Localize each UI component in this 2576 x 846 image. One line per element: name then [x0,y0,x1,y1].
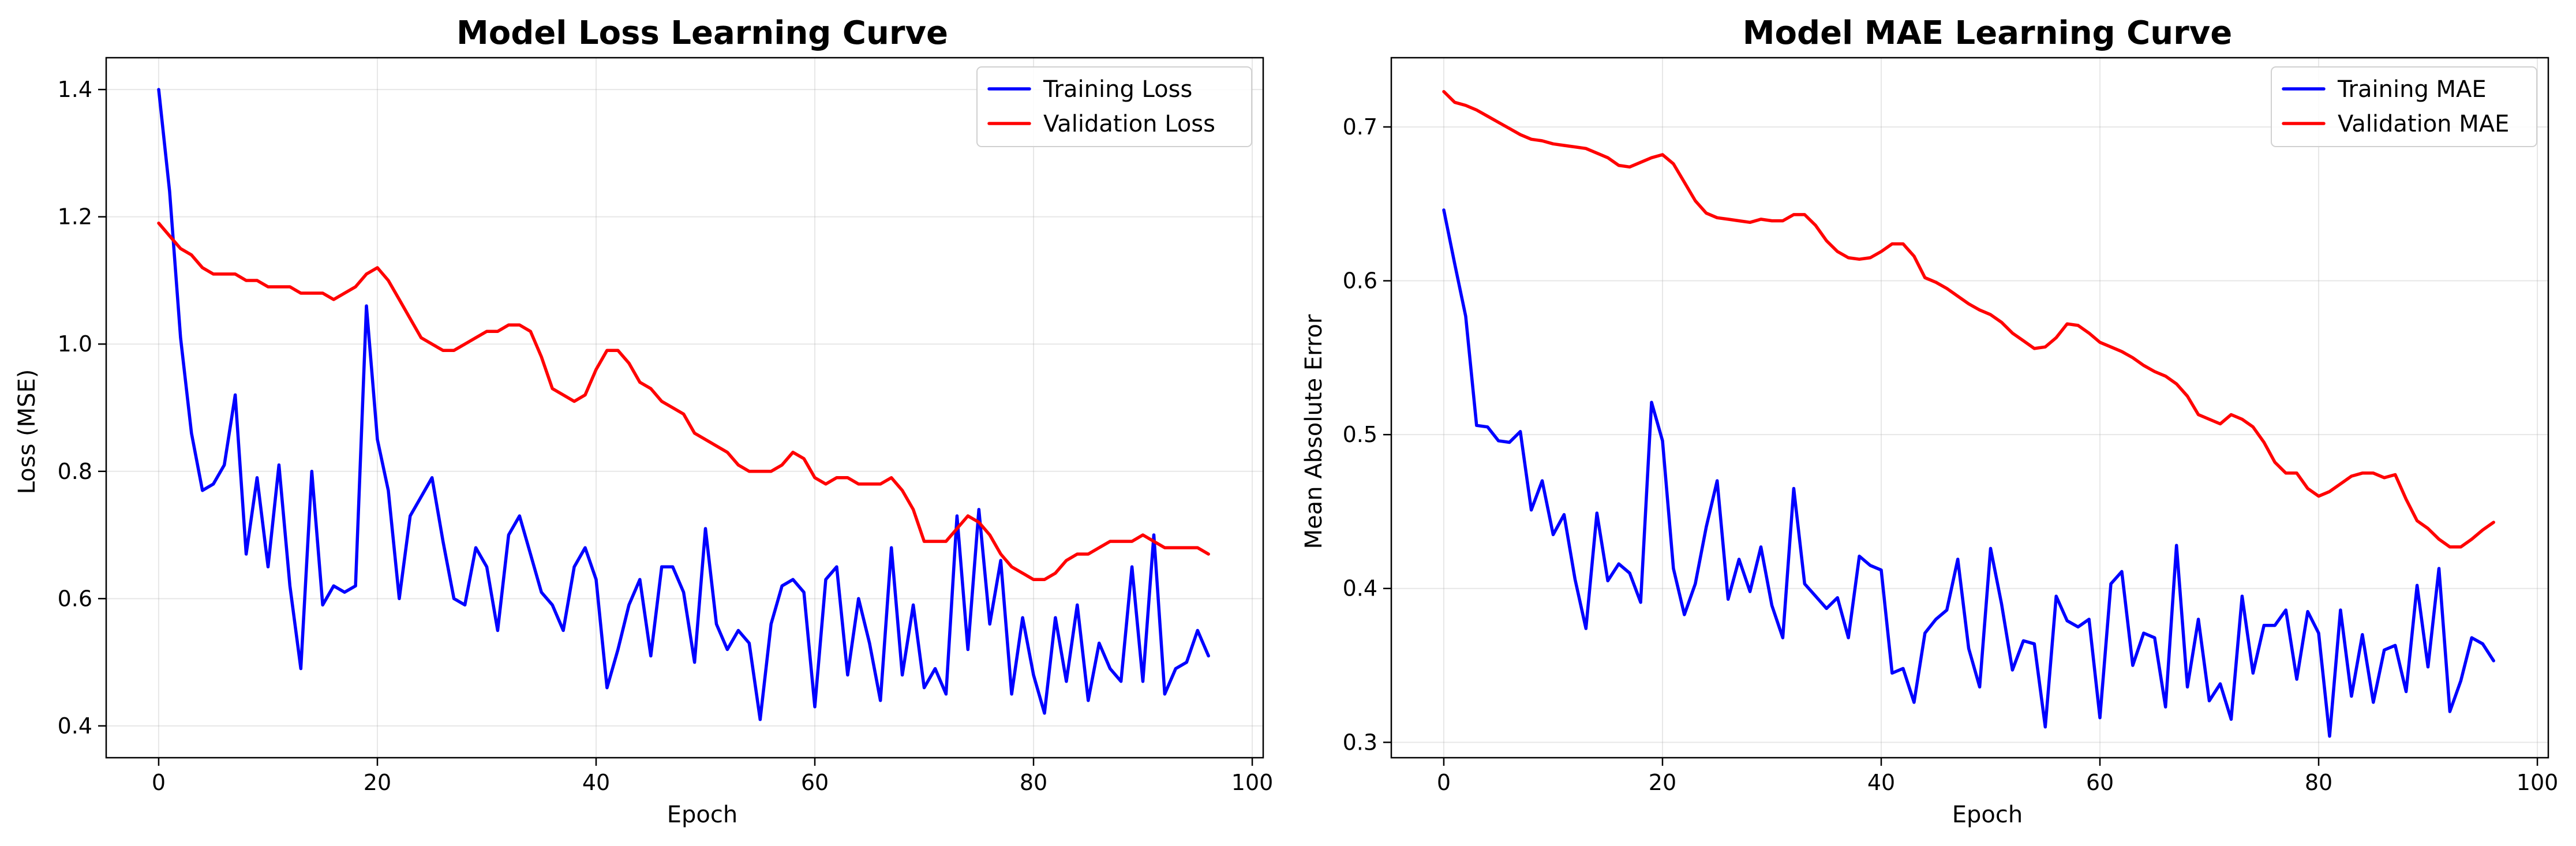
x-tick-label: 40 [1867,770,1895,795]
chart-title: Model Loss Learning Curve [456,14,948,52]
x-tick-label: 80 [1020,770,1047,795]
x-axis-label: Epoch [1952,802,2023,828]
series-layer [157,88,1210,721]
legend: Training MAE Validation MAE [2271,66,2537,147]
y-tick-label: 0.8 [58,459,92,484]
y-tick-label: 0.3 [1343,729,1377,755]
x-tick-label: 20 [1649,770,1676,795]
legend-label-validation: Validation Loss [1043,111,1215,137]
x-tick-label: 0 [1437,770,1451,795]
x-tick-label: 100 [2517,770,2559,795]
y-tick-label: 0.5 [1343,422,1377,447]
y-tick-label: 0.6 [1343,268,1377,294]
grid [106,58,1263,758]
training-series-line [157,88,1210,721]
axis-ticks: 0 20 40 60 80 100 0.3 0.4 0.5 0.6 0.7 [1343,114,2559,795]
chart-title: Model MAE Learning Curve [1743,14,2232,52]
y-tick-label: 0.4 [1343,576,1377,601]
x-tick-label: 0 [152,770,166,795]
x-tick-label: 100 [1231,770,1274,795]
validation-series-line [157,221,1210,581]
legend-label-training: Training MAE [2337,76,2487,103]
x-tick-label: 80 [2305,770,2332,795]
y-tick-label: 0.7 [1343,114,1377,140]
y-axis-label: Mean Absolute Error [1301,314,1327,549]
legend-label-validation: Validation MAE [2338,111,2509,137]
y-tick-label: 0.6 [58,586,92,611]
axis-ticks: 0 20 40 60 80 100 0.4 0.6 0.8 1.0 1.2 1.4 [58,77,1274,795]
y-tick-label: 1.0 [58,331,92,357]
legend-box [976,66,1252,147]
x-axis-label: Epoch [667,802,737,828]
x-tick-label: 60 [2086,770,2114,795]
legend-label-training: Training Loss [1043,76,1192,103]
y-axis-label: Loss (MSE) [14,369,40,495]
plot-frame [105,57,1264,759]
training-series-line [1442,208,2495,738]
legend-box [2271,66,2537,147]
mae-chart-panel: Model MAE Learning Curve Epoch Mean Abso… [1301,14,2558,828]
y-tick-label: 0.4 [58,713,92,739]
validation-series-line [1442,89,2495,549]
x-tick-label: 20 [364,770,391,795]
y-tick-label: 1.4 [58,77,92,102]
legend: Training Loss Validation Loss [976,66,1252,147]
series-layer [1442,89,2495,738]
y-tick-label: 1.2 [58,204,92,230]
x-tick-label: 40 [582,770,610,795]
x-tick-label: 60 [801,770,829,795]
loss-chart-panel: Model Loss Learning Curve Epoch Loss (MS… [14,14,1273,828]
plot-frame [1390,57,2549,759]
